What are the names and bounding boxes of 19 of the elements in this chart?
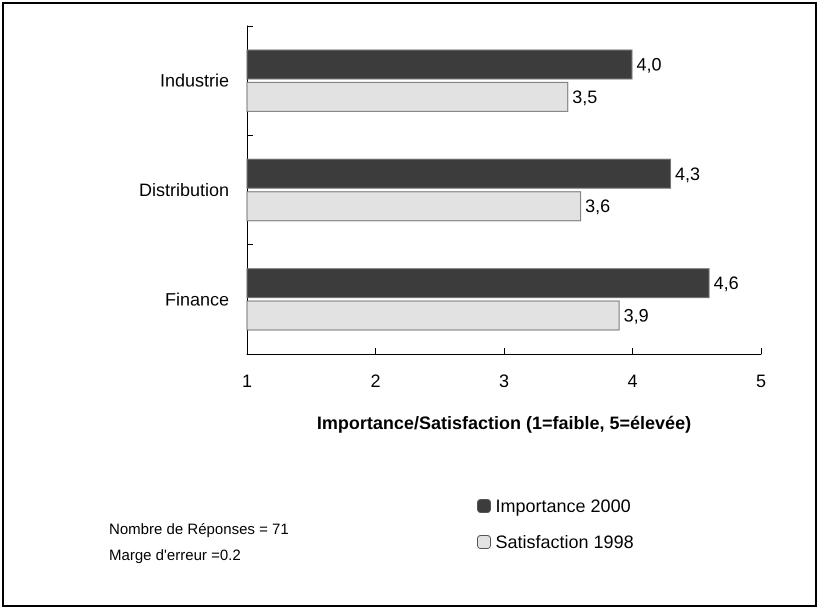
data-label: 3,9 — [624, 306, 649, 326]
y-tick-label: Finance — [164, 289, 229, 310]
x-tick-label: 5 — [756, 371, 766, 391]
legend-label: Satisfaction 1998 — [496, 532, 634, 552]
x-tick-label: 4 — [627, 371, 638, 391]
data-label: 3,5 — [572, 86, 598, 107]
text: Nombre de Réponses = 71 — [109, 521, 289, 538]
y-tick-label: Distribution — [138, 180, 229, 200]
data-label: 3,6 — [585, 196, 610, 216]
legend-label: Importance 2000 — [496, 496, 631, 516]
data-label: 4,3 — [675, 164, 700, 184]
data-label: 4,0 — [636, 54, 662, 74]
x-axis-title: Importance/Satisfaction (1=faible, 5=élevée) — [316, 413, 692, 433]
text: Marge d'erreur =0.2 — [109, 547, 241, 564]
x-tick-label: 1 — [242, 371, 252, 391]
x-tick-label: 3 — [498, 371, 510, 391]
y-tick-label: Industrie — [160, 70, 229, 91]
data-label: 4,6 — [714, 273, 739, 294]
x-tick-label: 2 — [370, 371, 381, 391]
